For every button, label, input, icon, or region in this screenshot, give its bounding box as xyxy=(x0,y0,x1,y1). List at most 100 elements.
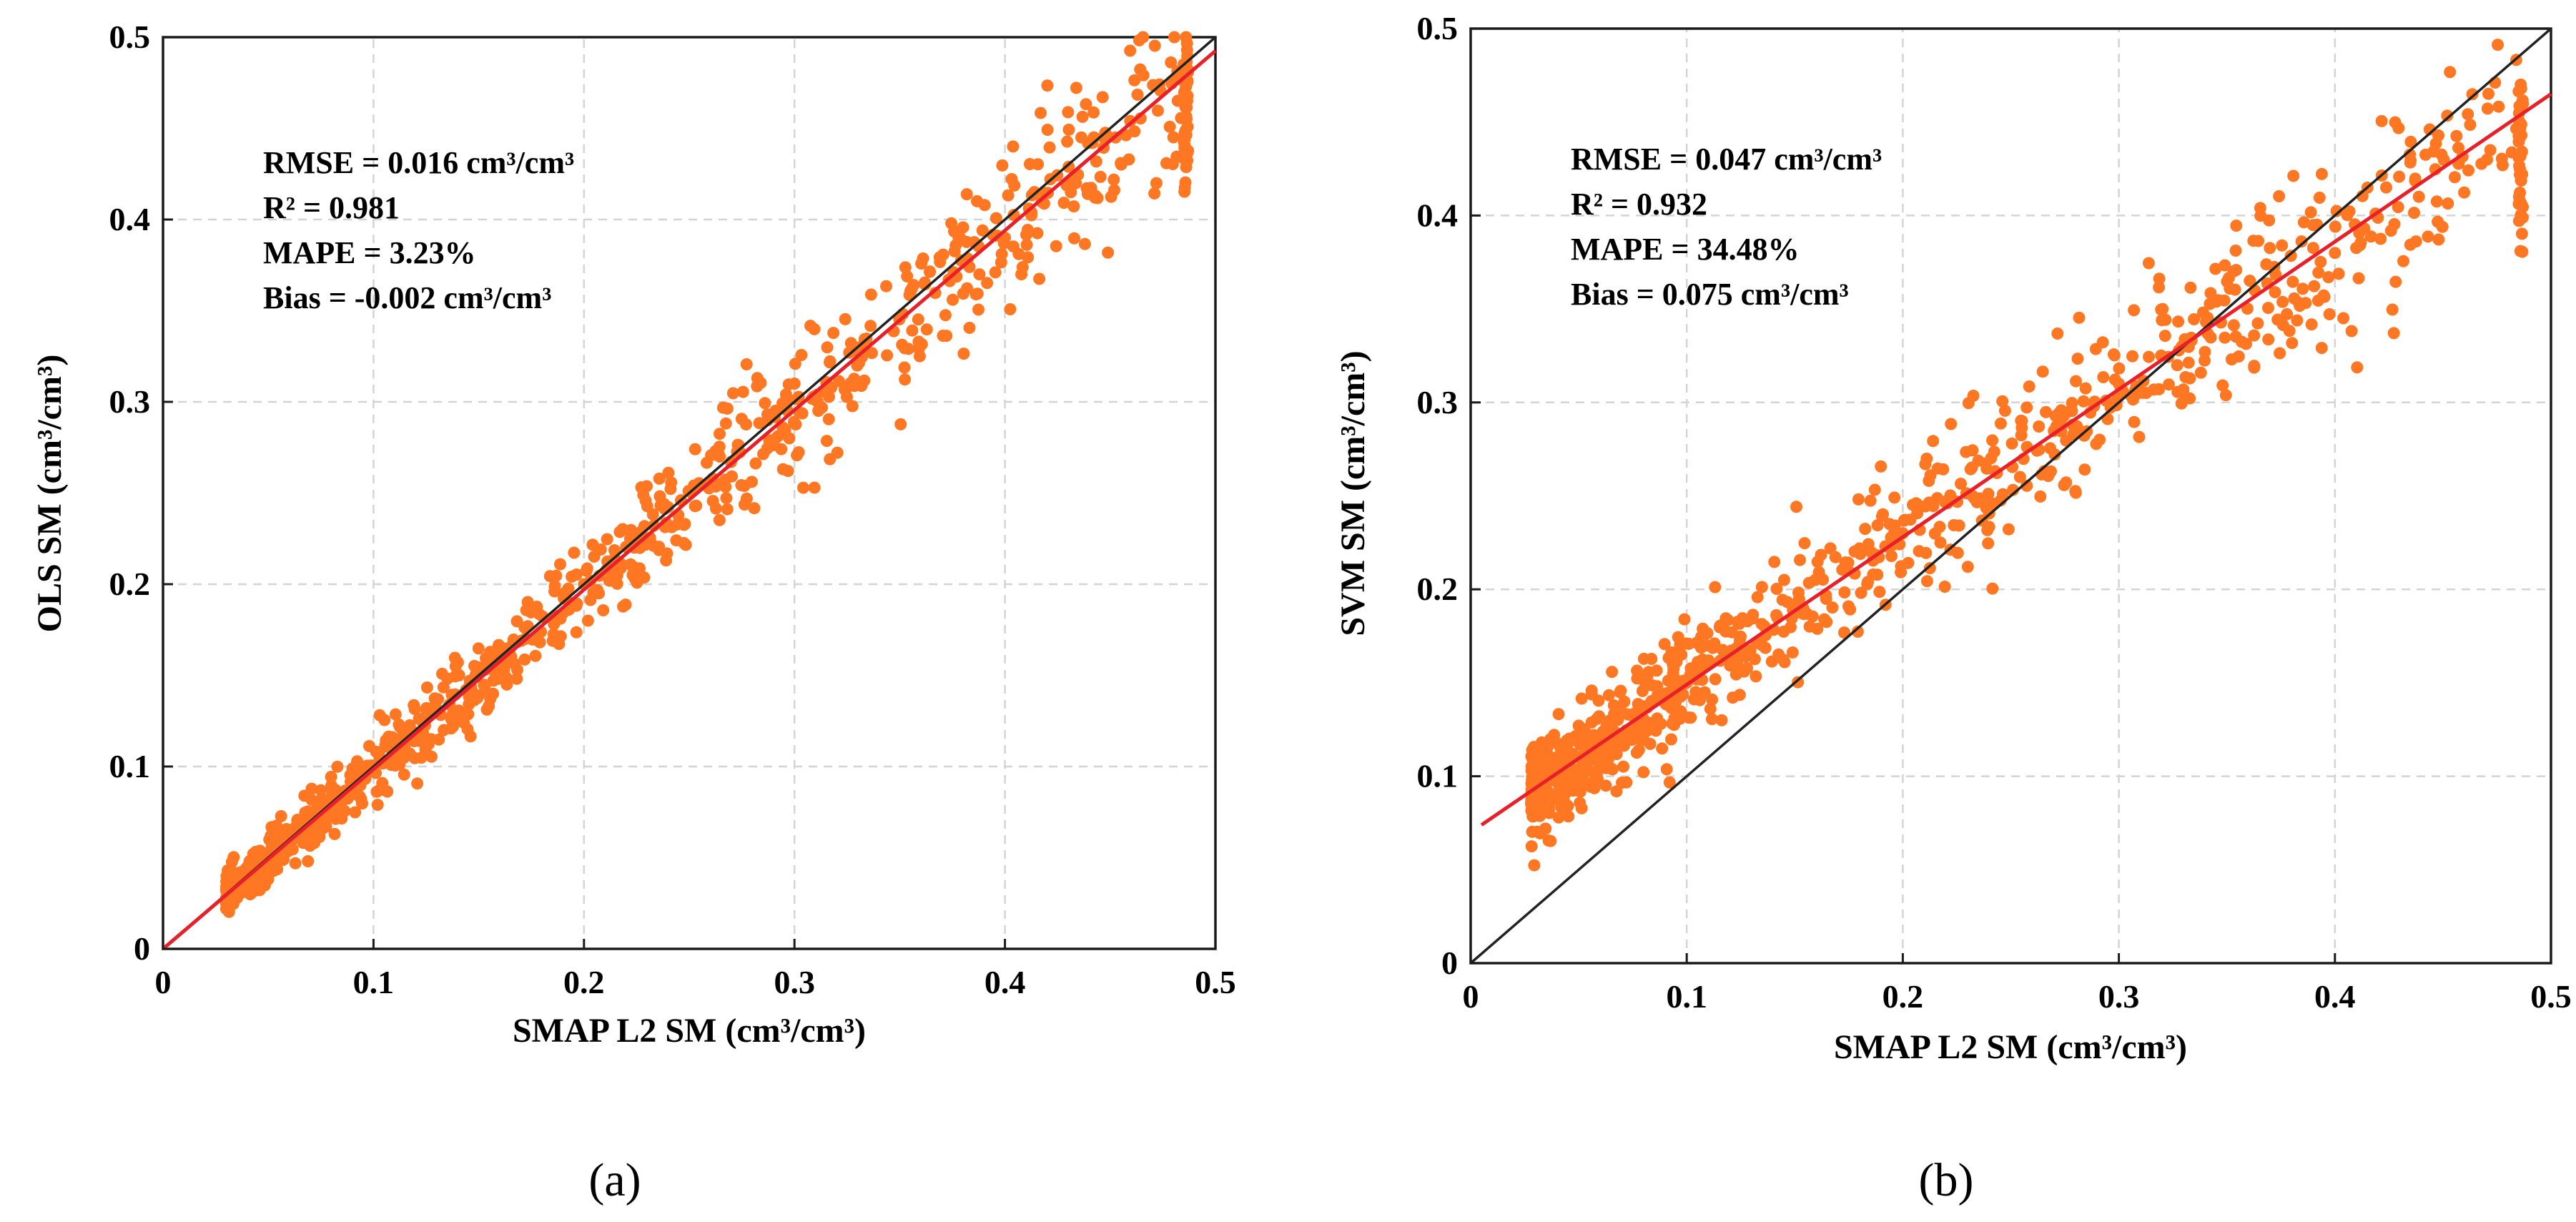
scatter-point xyxy=(2304,206,2317,219)
scatter-point xyxy=(2408,207,2420,220)
scatter-point xyxy=(1998,404,2011,417)
stat-r2-a: R² = 0.981 xyxy=(263,190,400,225)
scatter-point xyxy=(408,699,420,711)
fit-line-b xyxy=(1480,92,2552,827)
scatter-point xyxy=(1147,79,1160,92)
scatter-point xyxy=(1741,661,1754,674)
scatter-point xyxy=(947,293,959,306)
scatter-point xyxy=(2097,371,2110,383)
scatter-point xyxy=(1650,664,1663,677)
scatter-point xyxy=(2153,281,2166,294)
scatter-point xyxy=(2015,414,2028,427)
scatter-point xyxy=(1674,712,1687,725)
y-tick-label: 0.5 xyxy=(1417,10,1459,46)
identity-line-b xyxy=(1469,27,2552,965)
scatter-point xyxy=(1778,656,1791,669)
scatter-point xyxy=(1180,31,1193,44)
x-tick-label: 0.1 xyxy=(353,964,395,1000)
scatter-point xyxy=(554,558,566,571)
scatter-point xyxy=(1528,741,1540,754)
scatter-point xyxy=(2058,478,2071,491)
scatter-point xyxy=(2002,523,2015,536)
y-tick-label: 0.3 xyxy=(1417,384,1459,420)
scatter-point xyxy=(1148,39,1161,52)
stats-box-b: RMSE = 0.047 cm³/cm³ R² = 0.932 MAPE = 3… xyxy=(1571,142,1882,312)
scatter-point xyxy=(2419,148,2432,161)
scatter-point xyxy=(1667,658,1679,671)
scatter-point xyxy=(839,312,852,325)
scatter-point xyxy=(1091,192,1104,205)
scatter-point xyxy=(2329,220,2341,233)
scatter-point xyxy=(472,642,485,655)
scatter-point xyxy=(1838,626,1850,639)
scatter-point xyxy=(1070,82,1082,94)
scatter-point xyxy=(2040,405,2052,418)
scatter-point xyxy=(851,359,864,372)
scatter-point xyxy=(1558,738,1571,751)
scatter-point xyxy=(2345,325,2358,337)
scatter-point xyxy=(1658,638,1671,651)
scatter-point xyxy=(912,335,925,348)
scatter-point xyxy=(1108,184,1120,197)
scatter-point xyxy=(2171,359,2183,372)
scatter-point xyxy=(1585,716,1598,729)
scatter-point xyxy=(1007,140,1020,153)
scatter-point xyxy=(1180,44,1193,56)
scatter-point xyxy=(2163,378,2175,391)
scatter-point xyxy=(1602,762,1615,774)
scatter-point xyxy=(1559,787,1571,800)
scatter-point xyxy=(1575,802,1588,814)
scatter-point xyxy=(971,194,983,207)
scatter-point xyxy=(2276,295,2289,308)
scatter-point xyxy=(570,626,583,639)
scatter-point xyxy=(1131,88,1144,101)
scatter-point xyxy=(1543,807,1556,819)
scatter-point xyxy=(901,270,914,282)
scatter-point xyxy=(2093,433,2106,446)
scatter-point xyxy=(2315,342,2328,355)
scatter-point xyxy=(2224,282,2236,295)
scatter-point xyxy=(1986,434,1999,447)
scatter-point xyxy=(1631,672,1644,685)
scatter-point xyxy=(1719,625,1732,638)
scatter-point xyxy=(824,356,836,369)
scatter-point xyxy=(2432,129,2444,142)
scatter-point xyxy=(2252,235,2265,247)
scatter-point xyxy=(920,323,933,336)
scatter-point xyxy=(299,806,312,819)
scatter-point xyxy=(1163,120,1176,133)
scatter-point xyxy=(670,534,683,547)
scatter-point xyxy=(363,739,375,752)
scatter-point xyxy=(2033,420,2045,433)
scatter-point xyxy=(246,879,259,892)
scatter-point xyxy=(1179,124,1192,137)
x-ticks-b: 0 0.1 0.2 0.3 0.4 0.5 xyxy=(1463,953,2572,1015)
scatter-point xyxy=(1970,496,1983,508)
scatter-point xyxy=(371,799,384,811)
scatter-point xyxy=(310,822,323,834)
scatter-point xyxy=(714,428,726,440)
scatter-point xyxy=(981,277,994,290)
scatter-point xyxy=(899,261,912,274)
scatter-point xyxy=(1531,755,1544,768)
scatter-point xyxy=(2462,164,2474,177)
scatter-point xyxy=(1020,238,1033,251)
scatter-point xyxy=(1859,523,1872,536)
scatter-point xyxy=(289,857,302,869)
x-tick-label: 0.5 xyxy=(2530,978,2572,1015)
scatter-point xyxy=(1599,779,1612,792)
scatter-point xyxy=(1128,74,1141,87)
scatter-point xyxy=(413,734,425,747)
scatter-point xyxy=(1552,811,1565,824)
scatter-point xyxy=(420,681,433,694)
scatter-point xyxy=(1548,729,1561,741)
scatter-point xyxy=(1022,251,1035,264)
scatter-point xyxy=(386,731,398,744)
scatter-point xyxy=(2314,255,2327,268)
scatter-point xyxy=(855,380,868,393)
scatter-point xyxy=(1652,717,1665,730)
scatter-point xyxy=(433,733,445,746)
scatter-point xyxy=(1994,417,2007,430)
scatter-point xyxy=(2513,159,2526,172)
scatter-point xyxy=(2337,312,2350,325)
